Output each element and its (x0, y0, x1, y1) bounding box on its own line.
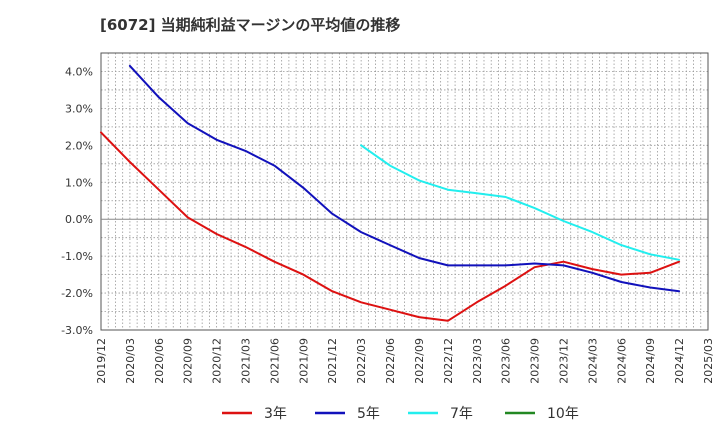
x-tick-label: 2020/06 (153, 338, 166, 384)
series-line-7年 (360, 144, 681, 261)
x-tick-label: 2021/03 (240, 338, 253, 384)
y-tick-label: -1.0% (61, 250, 93, 263)
x-tick-label: 2021/09 (297, 338, 310, 384)
y-tick-label: 1.0% (65, 176, 93, 189)
x-tick-label: 2024/06 (615, 338, 628, 384)
x-tick-label: 2020/09 (182, 338, 195, 384)
x-tick-label: 2022/12 (442, 338, 455, 384)
y-axis-ticks: 4.0% 3.0% 2.0% 1.0% 0.0% -1.0% -2.0% -3.0% (61, 65, 93, 337)
plot-frame (100, 52, 709, 331)
legend-label: 5年 (357, 406, 380, 422)
x-tick-label: 2021/12 (326, 338, 339, 384)
x-tick-label: 2023/09 (529, 338, 542, 384)
x-axis-ticks: 2019/12 2020/03 2020/06 2020/09 2020/12 2021/… (95, 338, 715, 384)
grid (101, 53, 708, 330)
x-tick-label: 2022/06 (384, 338, 397, 384)
y-tick-label: -2.0% (61, 287, 93, 300)
y-tick-label: 3.0% (65, 102, 93, 115)
series-lines (100, 64, 681, 322)
chart-title: [6072] 当期純利益マージンの平均値の推移 (100, 16, 401, 34)
series-line-5年 (128, 64, 681, 293)
x-tick-label: 2025/03 (702, 338, 715, 384)
x-tick-label: 2019/12 (95, 338, 108, 384)
x-tick-label: 2022/03 (355, 338, 368, 384)
series-line-3年 (100, 131, 681, 322)
x-tick-label: 2022/09 (413, 338, 426, 384)
y-tick-label: 2.0% (65, 139, 93, 152)
legend-label: 3年 (264, 406, 287, 422)
y-tick-label: -3.0% (61, 324, 93, 337)
x-tick-label: 2020/03 (124, 338, 137, 384)
x-tick-label: 2024/12 (673, 338, 686, 384)
legend-label: 7年 (450, 406, 473, 422)
legend: 3年 5年 7年 10年 (222, 406, 579, 422)
y-tick-label: 0.0% (65, 213, 93, 226)
y-tick-label: 4.0% (65, 65, 93, 78)
x-tick-label: 2024/03 (586, 338, 599, 384)
x-tick-label: 2020/12 (211, 338, 224, 384)
x-tick-label: 2021/06 (268, 338, 281, 384)
legend-label: 10年 (547, 406, 579, 422)
x-tick-label: 2023/06 (500, 338, 513, 384)
x-tick-label: 2023/03 (471, 338, 484, 384)
x-tick-label: 2024/09 (644, 338, 657, 384)
x-tick-label: 2023/12 (557, 338, 570, 384)
